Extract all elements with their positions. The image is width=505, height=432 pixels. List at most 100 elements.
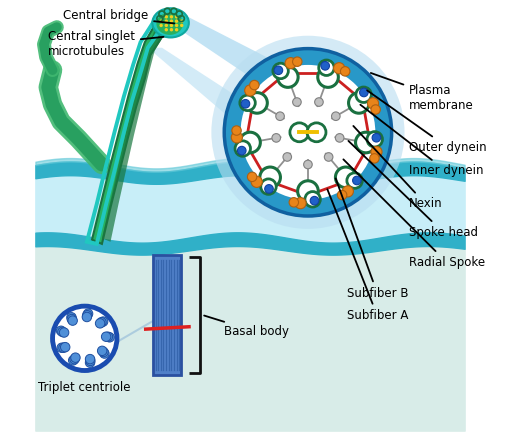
Circle shape <box>273 63 288 79</box>
Circle shape <box>272 133 280 142</box>
Circle shape <box>334 63 345 74</box>
Circle shape <box>180 24 183 27</box>
Text: Central singlet
microtubules: Central singlet microtubules <box>48 30 164 58</box>
Circle shape <box>99 347 108 357</box>
Circle shape <box>240 65 375 200</box>
Circle shape <box>160 19 163 23</box>
Circle shape <box>175 28 178 32</box>
Circle shape <box>318 67 338 87</box>
Circle shape <box>67 314 77 324</box>
Circle shape <box>231 132 242 143</box>
Ellipse shape <box>157 13 183 35</box>
Circle shape <box>247 172 257 181</box>
Circle shape <box>99 349 109 358</box>
Circle shape <box>289 197 298 207</box>
Circle shape <box>352 176 361 185</box>
Circle shape <box>97 346 107 356</box>
Circle shape <box>245 85 256 96</box>
Circle shape <box>276 112 284 121</box>
Text: Triplet centriole: Triplet centriole <box>38 381 131 394</box>
Circle shape <box>292 98 301 106</box>
Circle shape <box>371 105 380 114</box>
Circle shape <box>235 141 250 156</box>
Circle shape <box>224 49 392 216</box>
Circle shape <box>321 61 329 70</box>
Circle shape <box>307 123 326 142</box>
Circle shape <box>86 356 95 365</box>
Circle shape <box>305 191 320 207</box>
Circle shape <box>331 112 340 121</box>
Circle shape <box>59 343 68 353</box>
Circle shape <box>212 36 405 229</box>
Circle shape <box>240 132 261 153</box>
Circle shape <box>335 167 356 187</box>
Circle shape <box>57 326 66 336</box>
Circle shape <box>68 316 77 325</box>
Circle shape <box>356 87 371 102</box>
Text: Inner dynein: Inner dynein <box>361 105 483 178</box>
Circle shape <box>278 67 298 87</box>
Circle shape <box>165 15 168 19</box>
Circle shape <box>310 197 319 205</box>
Circle shape <box>165 19 168 23</box>
Polygon shape <box>102 18 175 242</box>
Circle shape <box>61 343 70 352</box>
Circle shape <box>69 356 78 365</box>
Circle shape <box>53 306 117 371</box>
Polygon shape <box>148 48 254 124</box>
Circle shape <box>85 354 95 364</box>
Circle shape <box>367 132 382 147</box>
Circle shape <box>304 160 312 169</box>
Circle shape <box>160 24 163 27</box>
Text: Spoke head: Spoke head <box>348 141 478 239</box>
Text: Radial Spoke: Radial Spoke <box>343 159 485 269</box>
Circle shape <box>290 123 309 142</box>
Text: Central bridge: Central bridge <box>63 10 174 23</box>
Circle shape <box>102 332 111 341</box>
Circle shape <box>60 328 69 337</box>
Circle shape <box>67 313 76 322</box>
Text: Subfiber A: Subfiber A <box>327 189 408 322</box>
Circle shape <box>360 88 368 97</box>
Circle shape <box>237 146 246 155</box>
Circle shape <box>103 332 113 341</box>
Circle shape <box>292 57 302 67</box>
Circle shape <box>105 333 114 342</box>
Circle shape <box>71 353 80 362</box>
Circle shape <box>342 186 354 197</box>
Circle shape <box>340 67 350 76</box>
Circle shape <box>274 66 283 75</box>
Circle shape <box>368 98 379 109</box>
Circle shape <box>249 80 259 90</box>
Polygon shape <box>92 16 179 244</box>
Circle shape <box>241 99 250 108</box>
Circle shape <box>247 92 267 113</box>
Text: Subfiber B: Subfiber B <box>336 178 408 300</box>
Circle shape <box>265 184 273 193</box>
Circle shape <box>165 28 168 32</box>
Circle shape <box>175 19 178 23</box>
Circle shape <box>98 317 108 326</box>
Circle shape <box>372 133 381 142</box>
Circle shape <box>370 154 379 163</box>
Ellipse shape <box>153 8 189 38</box>
Circle shape <box>170 28 173 32</box>
Circle shape <box>337 190 347 200</box>
Circle shape <box>319 60 334 76</box>
Circle shape <box>97 318 106 327</box>
Circle shape <box>165 24 168 27</box>
Circle shape <box>232 126 241 135</box>
Bar <box>154 254 181 375</box>
Circle shape <box>371 146 382 158</box>
Circle shape <box>175 15 178 19</box>
Text: Outer dynein: Outer dynein <box>367 90 486 154</box>
Circle shape <box>58 327 67 337</box>
Circle shape <box>83 309 93 318</box>
Circle shape <box>251 176 262 187</box>
Circle shape <box>324 152 333 161</box>
Circle shape <box>295 197 306 209</box>
Circle shape <box>240 95 256 111</box>
Text: Plasma
membrane: Plasma membrane <box>371 73 474 112</box>
Circle shape <box>70 354 79 364</box>
Circle shape <box>170 19 173 23</box>
